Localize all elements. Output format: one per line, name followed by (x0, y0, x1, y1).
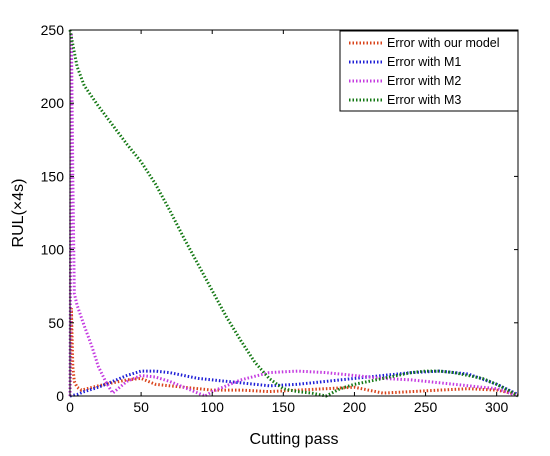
y-tick-label: 50 (48, 315, 64, 331)
y-tick-label: 100 (41, 242, 65, 258)
legend-label-2: Error with M1 (387, 55, 461, 69)
y-tick-label: 250 (41, 22, 65, 38)
legend: Error with our model Error with M1 Error w… (339, 30, 519, 112)
legend-label-4: Error with M3 (387, 93, 461, 107)
legend-label-3: Error with M2 (387, 74, 461, 88)
y-tick-label: 0 (56, 388, 64, 404)
y-axis-title: RUL(×4s) (10, 179, 27, 248)
series-line-3 (68, 32, 519, 398)
ticks-layer: 0 50 100 150 200 250 300 0 50 100 150 200 250 (41, 22, 518, 415)
series-layer (68, 29, 519, 398)
x-tick-label: 0 (66, 399, 74, 415)
legend-label-1: Error with our model (387, 36, 500, 50)
y-tick-label: 150 (41, 168, 65, 184)
x-tick-label: 150 (272, 399, 296, 415)
x-axis-title: Cutting pass (250, 431, 339, 448)
series-line-2 (69, 369, 519, 398)
legend-box (339, 30, 519, 112)
x-tick-label: 200 (343, 399, 367, 415)
y-tick-label: 200 (41, 95, 65, 111)
plot-frame (69, 29, 519, 397)
x-tick-label: 100 (201, 399, 225, 415)
x-tick-label: 250 (414, 399, 438, 415)
axes-layer (69, 29, 519, 397)
series-line-4 (68, 29, 519, 398)
x-tick-label: 50 (133, 399, 149, 415)
x-tick-label: 300 (485, 399, 509, 415)
